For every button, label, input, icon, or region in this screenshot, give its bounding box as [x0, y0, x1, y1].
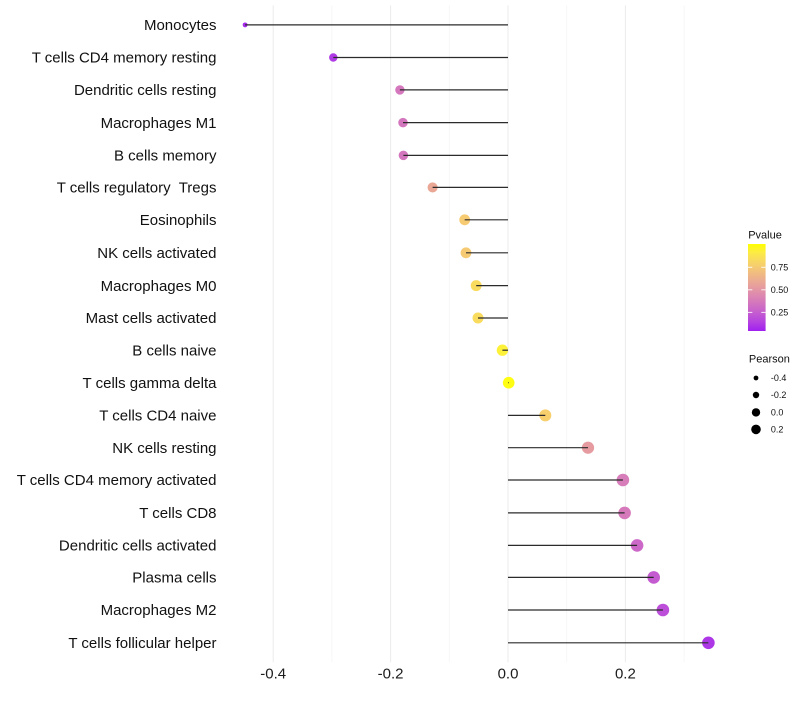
svg-text:Monocytes: Monocytes — [144, 17, 217, 34]
svg-text:-0.2: -0.2 — [378, 666, 404, 683]
svg-text:-0.2: -0.2 — [771, 390, 787, 400]
svg-text:T cells regulatory Tregs: T cells regulatory Tregs — [57, 180, 217, 197]
svg-text:0.25: 0.25 — [771, 308, 789, 318]
svg-text:T cells gamma delta: T cells gamma delta — [83, 375, 218, 392]
svg-text:Plasma cells: Plasma cells — [132, 570, 216, 587]
svg-text:B cells memory: B cells memory — [114, 148, 217, 165]
svg-text:Macrophages M2: Macrophages M2 — [101, 602, 217, 619]
svg-text:Eosinophils: Eosinophils — [140, 212, 217, 229]
svg-text:T cells follicular helper: T cells follicular helper — [68, 635, 216, 652]
svg-text:Dendritic cells resting: Dendritic cells resting — [74, 82, 217, 99]
svg-text:T cells CD8: T cells CD8 — [139, 505, 216, 522]
svg-text:-0.4: -0.4 — [260, 666, 286, 683]
svg-text:0.0: 0.0 — [771, 408, 784, 418]
svg-text:T cells CD4 naive: T cells CD4 naive — [99, 408, 216, 425]
svg-text:NK cells resting: NK cells resting — [112, 440, 216, 457]
svg-text:-0.4: -0.4 — [771, 373, 787, 383]
svg-text:NK cells activated: NK cells activated — [97, 245, 216, 262]
svg-text:Mast cells activated: Mast cells activated — [86, 310, 217, 327]
svg-text:0.2: 0.2 — [615, 666, 636, 683]
svg-text:T cells CD4 memory resting: T cells CD4 memory resting — [32, 50, 217, 67]
svg-text:Dendritic cells activated: Dendritic cells activated — [59, 538, 217, 555]
svg-text:Pearson: Pearson — [749, 354, 790, 366]
svg-text:0.0: 0.0 — [498, 666, 519, 683]
svg-text:Pvalue: Pvalue — [748, 230, 782, 242]
svg-text:Macrophages M0: Macrophages M0 — [101, 278, 217, 295]
svg-text:0.50: 0.50 — [771, 285, 789, 295]
svg-text:B cells naive: B cells naive — [132, 342, 216, 359]
svg-text:0.75: 0.75 — [771, 263, 789, 273]
svg-text:0.2: 0.2 — [771, 425, 784, 435]
svg-text:Macrophages M1: Macrophages M1 — [101, 115, 217, 132]
svg-text:T cells CD4 memory activated: T cells CD4 memory activated — [17, 472, 217, 489]
